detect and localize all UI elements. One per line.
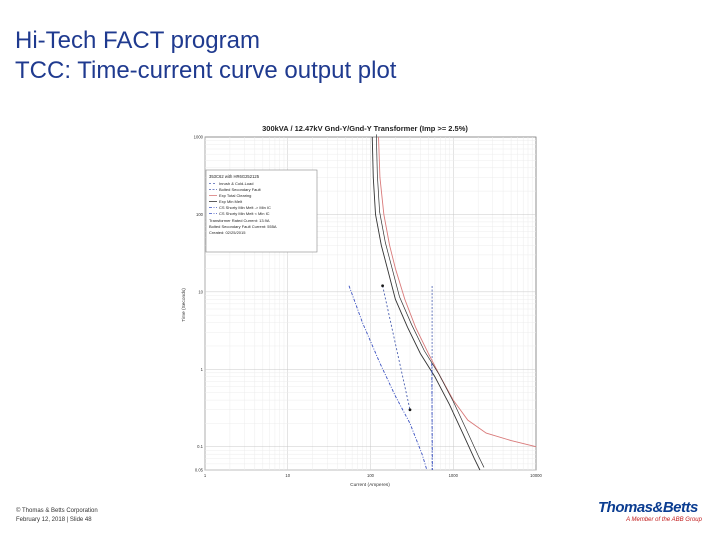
x-tick-label: 10000 (530, 473, 542, 478)
legend-entry-0: Inrush & Cold-Load (219, 181, 253, 186)
series-line-0 (382, 285, 411, 410)
y-tick-label: 1000 (194, 135, 204, 140)
legend-note-2: Created: 02/25/2015 (209, 230, 246, 235)
x-tick-label: 1 (204, 473, 207, 478)
x-axis-label: Current (Amperes) (350, 482, 390, 488)
y-tick-label: 100 (196, 212, 204, 217)
slide-title: Hi-Tech FACT program TCC: Time-current c… (15, 26, 396, 86)
legend-entry-2: Exp Total Clearing (219, 193, 251, 198)
series-line-5 (431, 363, 433, 471)
legend: 353C62 with HR6G252125 Inrush & Cold-Loa… (205, 169, 318, 253)
series-line-2 (378, 136, 537, 448)
series-layer (348, 134, 537, 471)
logo-tagline: A Member of the ABB Group (626, 517, 702, 523)
x-tick-label: 100 (367, 473, 375, 478)
company-logo: Thomas&Betts A Member of the ABB Group (598, 500, 706, 534)
y-axis-label: Time (Seconds) (181, 288, 187, 322)
footer-date-slide: February 12, 2018 | Slide 48 (16, 517, 92, 523)
logo-wordmark: Thomas&Betts (598, 499, 698, 516)
x-tick-label: 1000 (449, 473, 459, 478)
footer-copyright: © Thomas & Betts Corporation (16, 508, 98, 514)
axis-ticks: 1 10 100 1000 10000 1000 100 10 1 0.1 0.05 (194, 135, 543, 479)
legend-entry-4: CS Shorty Min Melt -> Min IC (219, 205, 271, 210)
y-tick-label: 0.05 (195, 468, 204, 473)
legend-box (205, 169, 318, 253)
chart-title: 300kVA / 12.47kV Gnd-Y/Gnd-Y Transformer… (262, 124, 468, 133)
inrush-point (381, 284, 384, 288)
y-tick-label: 1 (201, 367, 204, 372)
inrush-point (408, 408, 412, 412)
slide-title-line2: TCC: Time-current curve output plot (15, 57, 397, 84)
y-tick-label: 10 (198, 289, 203, 294)
legend-note-0: Transformer Rated Current: 13.9A (209, 218, 270, 223)
footer: © Thomas & Betts Corporation February 12… (16, 507, 98, 525)
y-tick-label: 0.1 (197, 444, 203, 449)
series-line-3 (371, 136, 481, 471)
slide-title-line1: Hi-Tech FACT program (15, 27, 260, 54)
series-line-4 (348, 285, 428, 471)
x-tick-label: 10 (285, 473, 290, 478)
series-line-min-melt-secondary (375, 134, 485, 468)
legend-header: 353C62 with HR6G252125 (209, 174, 260, 179)
legend-entry-5: CS Shorty Min Melt < Min IC (219, 211, 270, 216)
legend-entry-1: Bolted Secondary Fault (219, 187, 261, 192)
legend-note-1: Bolted Secondary Fault Current: 555A (209, 224, 277, 229)
legend-entry-3: Exp Min Melt (219, 199, 243, 204)
